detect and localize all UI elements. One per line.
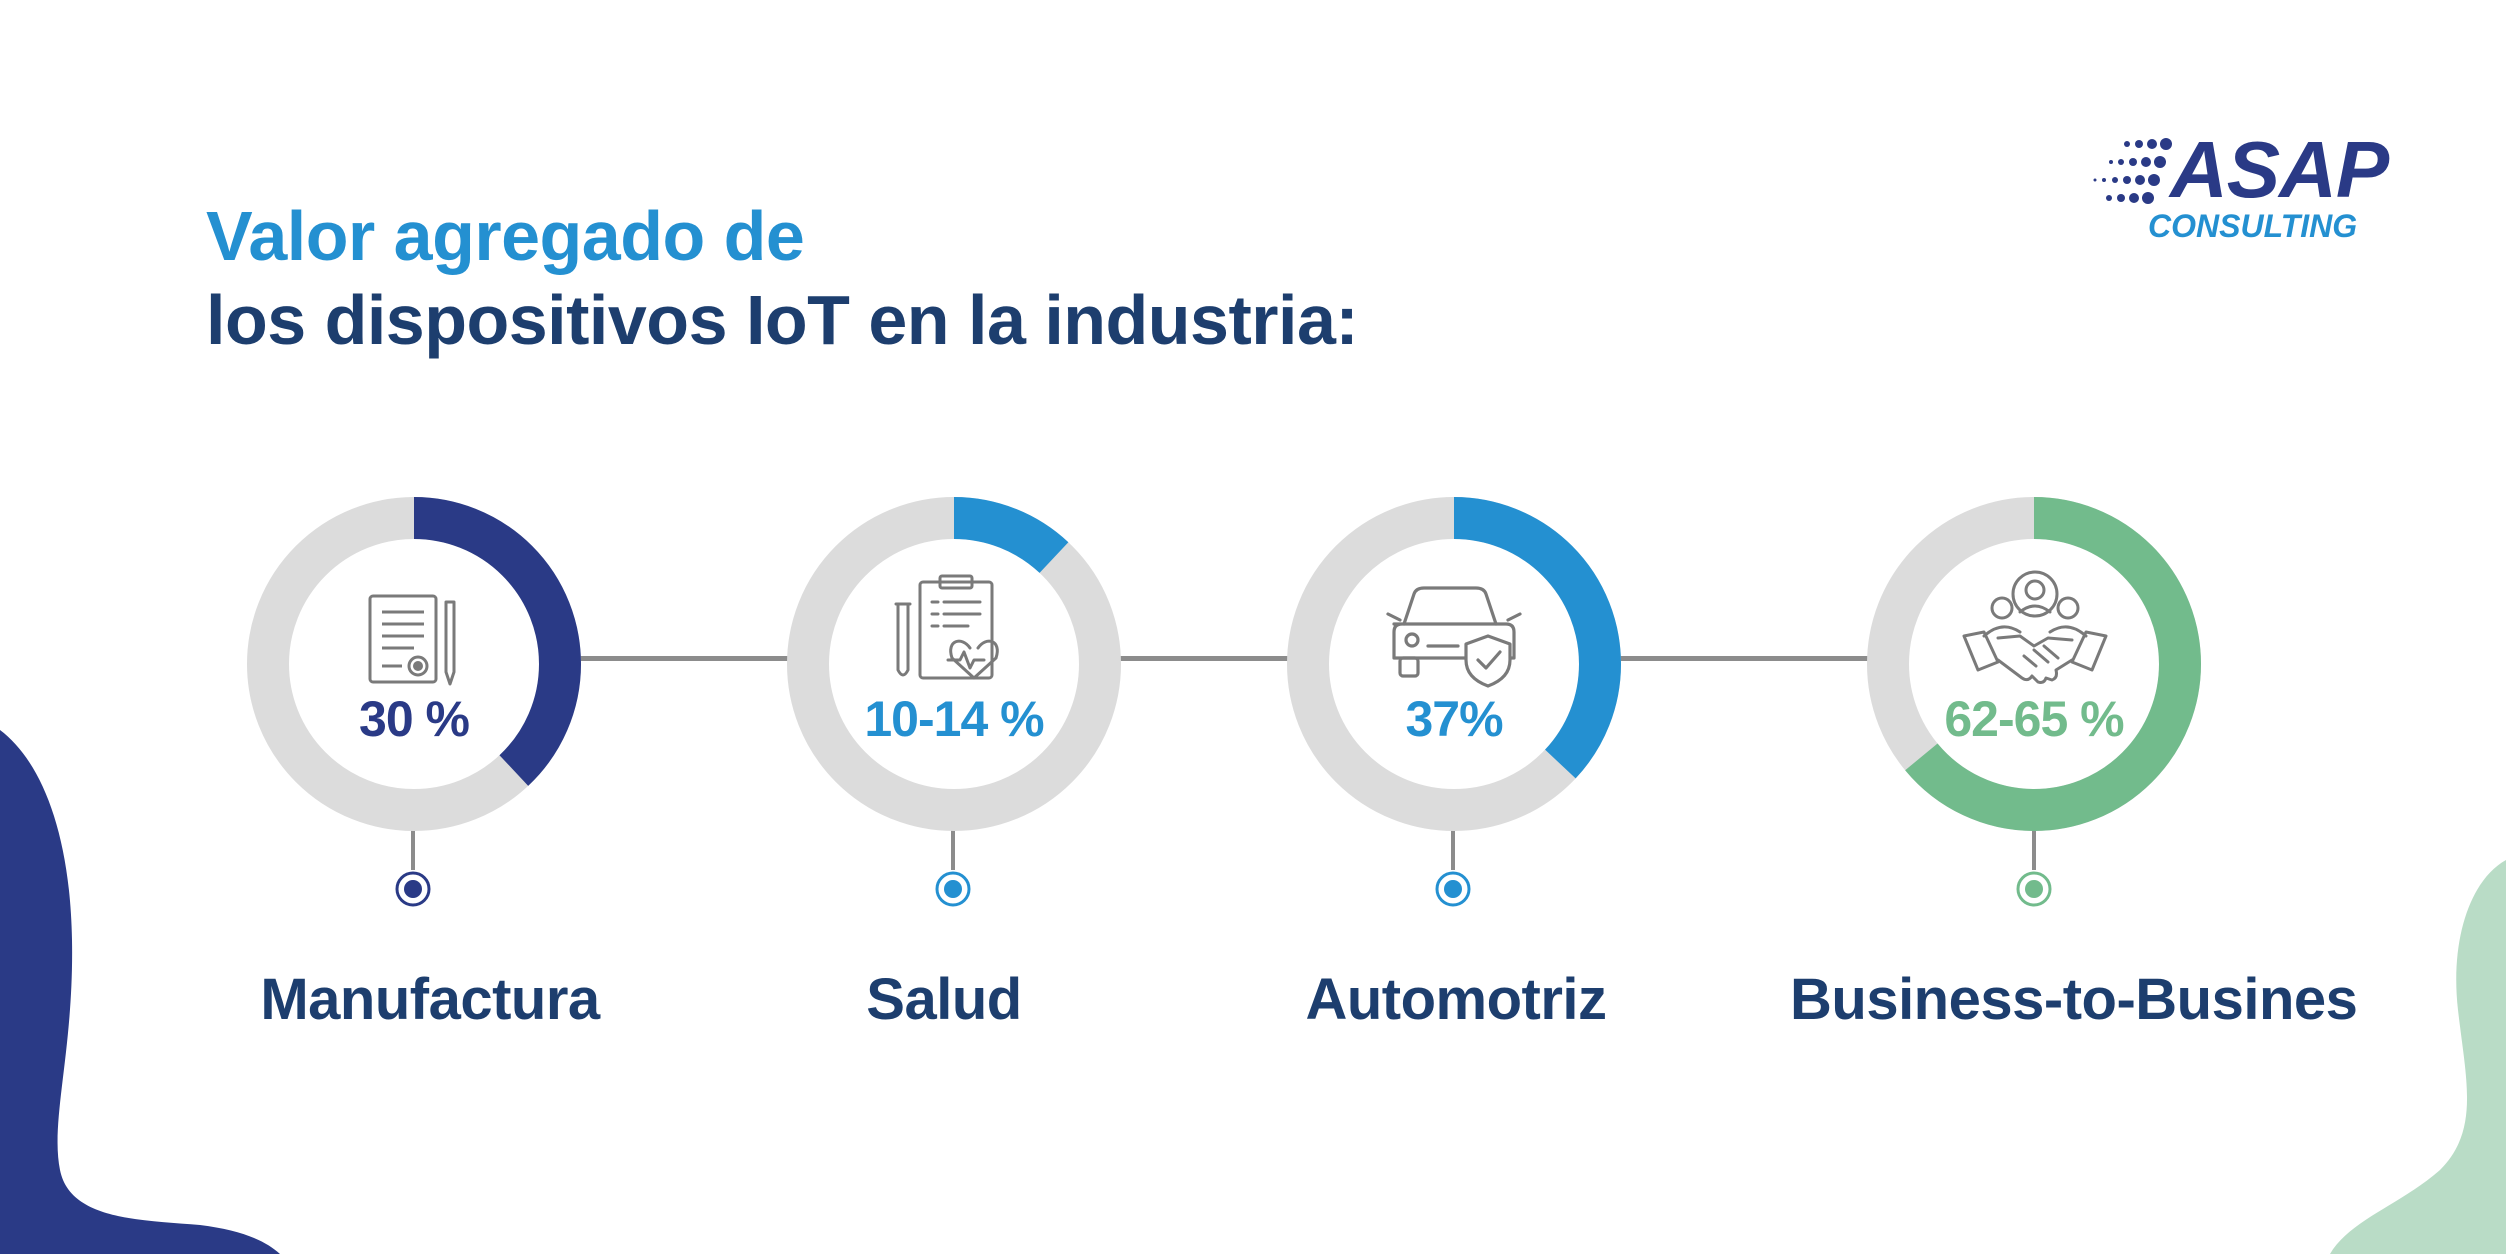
left-blob-decoration xyxy=(0,730,280,1254)
pin-business-to-business xyxy=(2016,871,2052,907)
asap-consulting-logo: ASAP CONSULTING xyxy=(2090,128,2410,248)
donut-salud xyxy=(787,497,1121,831)
title-line-1: Valor agregado de xyxy=(206,197,805,275)
value-business-to-business: 62-65 % xyxy=(1944,691,2124,747)
right-blob-decoration xyxy=(2330,860,2506,1254)
donut-manufactura xyxy=(247,497,581,831)
label-salud: Salud xyxy=(866,967,1022,1032)
label-automotriz: Automotriz xyxy=(1305,967,1607,1032)
car-shield-icon xyxy=(1386,586,1522,688)
label-manufactura: Manufactura xyxy=(260,967,600,1032)
donut-arc-1 xyxy=(247,497,581,831)
medical-clipboard-icon xyxy=(894,574,999,680)
connector-line-3 xyxy=(1620,656,1870,661)
label-business-to-business: Business-to-Busines xyxy=(1790,967,2358,1032)
connector-line-1 xyxy=(578,656,790,661)
donut-arc-3 xyxy=(1287,497,1621,831)
stem-1 xyxy=(411,828,415,870)
donut-business-to-business xyxy=(1867,497,2201,831)
value-manufactura: 30 % xyxy=(359,691,470,747)
donut-arc-4 xyxy=(1867,497,2201,831)
value-automotriz: 37% xyxy=(1405,691,1503,747)
document-certificate-icon xyxy=(368,594,456,686)
logo-wordmark: ASAP xyxy=(2170,125,2389,214)
donut-automotriz xyxy=(1287,497,1621,831)
logo-subtitle: CONSULTING xyxy=(2148,208,2358,244)
pin-manufactura xyxy=(395,871,431,907)
title-line-2: los dispositivos IoT en la industria: xyxy=(206,281,1359,359)
donut-arc-2 xyxy=(787,497,1121,831)
logo-dots-icon xyxy=(2093,138,2172,204)
pin-automotriz xyxy=(1435,871,1471,907)
stem-3 xyxy=(1451,828,1455,870)
pin-salud xyxy=(935,871,971,907)
value-salud: 10-14 % xyxy=(864,691,1044,747)
handshake-people-icon xyxy=(1962,570,2108,684)
stem-4 xyxy=(2032,828,2036,870)
connector-line-2 xyxy=(1118,656,1290,661)
stem-2 xyxy=(951,828,955,870)
